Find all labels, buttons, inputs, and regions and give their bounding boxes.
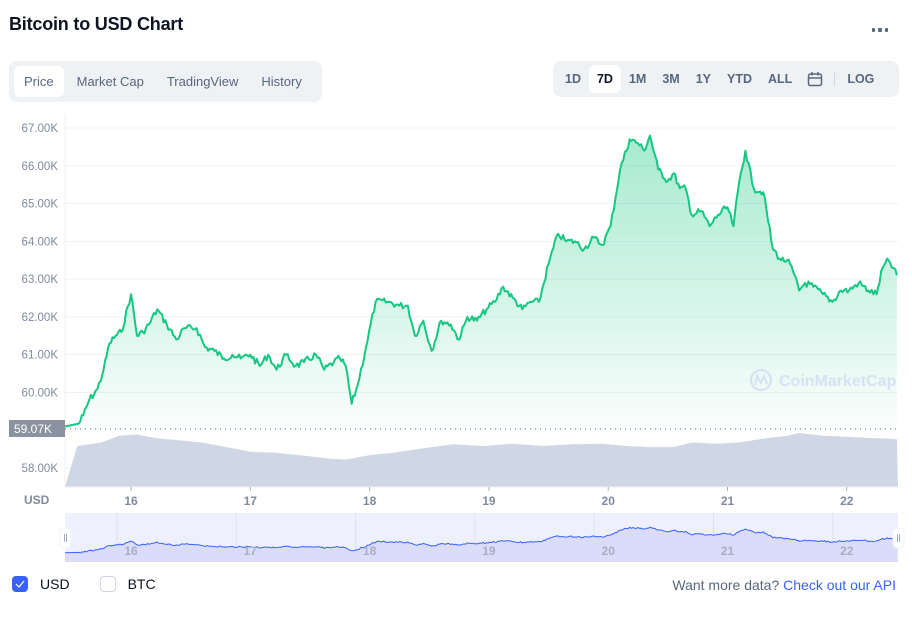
ellipsis-dot	[878, 28, 882, 32]
y-tick-label: 58.00K	[22, 463, 59, 475]
navigator-x-label: 21	[721, 544, 735, 558]
right-handle-body[interactable]	[892, 527, 905, 549]
usd-checkbox[interactable]	[12, 576, 28, 592]
usd-label: USD	[40, 576, 70, 592]
ellipsis-icon	[871, 28, 876, 32]
price-line	[64, 134, 898, 428]
navigator-x-labels: 16 17 18 19 20 21 22	[124, 544, 853, 558]
range-all[interactable]: ALL	[768, 72, 793, 86]
range-navigator[interactable]: 16 17 18 19 20 21 22	[0, 510, 912, 570]
x-tick-label: 18	[363, 494, 377, 508]
x-tick-label: 20	[602, 494, 616, 508]
x-tick-label: 19	[482, 494, 496, 508]
btc-label: BTC	[127, 576, 156, 592]
ellipsis-dot	[884, 28, 889, 32]
navigator-line	[64, 526, 897, 554]
price-area-fill	[65, 135, 897, 429]
checkmark-icon	[15, 580, 25, 588]
tab-tradingview[interactable]: TradingView	[166, 74, 239, 89]
volume-area	[65, 432, 898, 487]
date-range-button[interactable]	[800, 65, 830, 93]
range-1m[interactable]: 1M	[628, 72, 647, 86]
time-range-selector: 1D 7D 1M 3M 1Y YTD ALL LOG	[553, 61, 899, 97]
y-tick-label: 67.00K	[22, 123, 59, 135]
tab-price[interactable]: Price	[14, 66, 64, 97]
api-link[interactable]: Check out our API	[783, 577, 896, 593]
navigator-x-label: 20	[602, 544, 616, 558]
navigator-x-label: 18	[363, 544, 377, 558]
x-tick-label: 22	[840, 494, 854, 508]
start-price-badge	[9, 420, 65, 437]
y-tick-label: 60.00K	[22, 387, 59, 399]
navigator-right-handle[interactable]	[892, 527, 905, 549]
left-handle-body[interactable]	[59, 527, 72, 549]
y-axis-labels: 67.00K 66.00K 65.00K 64.00K 63.00K 62.00K 61.0…	[22, 123, 59, 475]
start-price-label: 59.07K	[14, 422, 52, 436]
navigator-x-label: 16	[124, 544, 138, 558]
chart-type-tabs: Price Market Cap TradingView History	[9, 61, 322, 102]
calendar-icon	[808, 72, 823, 87]
cmc-logo-mark	[754, 373, 768, 386]
navigator-x-label: 19	[482, 544, 496, 558]
more-options-button[interactable]	[866, 22, 894, 38]
cmc-logo-icon	[749, 368, 773, 392]
currency-toggles: USD BTC	[12, 576, 186, 592]
range-7d[interactable]: 7D	[588, 65, 621, 93]
tab-market-cap[interactable]: Market Cap	[76, 74, 144, 89]
y-tick-label: 61.00K	[22, 350, 59, 362]
price-chart-svg: 67.00K 66.00K 65.00K 64.00K 63.00K 62.00K 61.0…	[9, 114, 898, 508]
x-axis-labels: 16 17 18 19 20 21 22	[124, 487, 854, 508]
y-tick-label: 63.00K	[22, 274, 59, 286]
range-3m[interactable]: 3M	[662, 72, 680, 86]
navigator-left-handle[interactable]	[59, 527, 72, 549]
range-1d[interactable]: 1D	[565, 72, 581, 86]
price-chart[interactable]: 67.00K 66.00K 65.00K 64.00K 63.00K 62.00K 61.0…	[0, 110, 912, 510]
x-tick-label: 21	[721, 494, 735, 508]
y-tick-label: 64.00K	[22, 236, 59, 248]
y-tick-label: 66.00K	[22, 161, 59, 173]
y-tick-label: 65.00K	[22, 199, 59, 211]
x-tick-label: 16	[124, 494, 138, 508]
tab-history[interactable]: History	[261, 74, 302, 89]
watermark-text: CoinMarketCap	[779, 373, 897, 390]
page-title: Bitcoin to USD Chart	[9, 14, 183, 34]
x-tick-label: 17	[244, 494, 258, 508]
log-scale-toggle[interactable]: LOG	[847, 72, 875, 86]
range-divider	[834, 72, 836, 86]
btc-checkbox[interactable]	[99, 576, 116, 592]
api-promo: Want more data? Check out our API	[672, 577, 896, 593]
more-data-text: Want more data?	[672, 577, 780, 593]
navigator-x-label: 17	[244, 544, 258, 558]
navigator-area	[65, 527, 898, 562]
range-1y[interactable]: 1Y	[695, 72, 712, 86]
coinmarketcap-watermark: CoinMarketCap	[749, 368, 897, 392]
y-tick-label: 62.00K	[22, 312, 59, 324]
navigator-x-label: 22	[840, 544, 854, 558]
range-ytd[interactable]: YTD	[727, 72, 753, 86]
currency-axis-label: USD	[24, 493, 50, 507]
